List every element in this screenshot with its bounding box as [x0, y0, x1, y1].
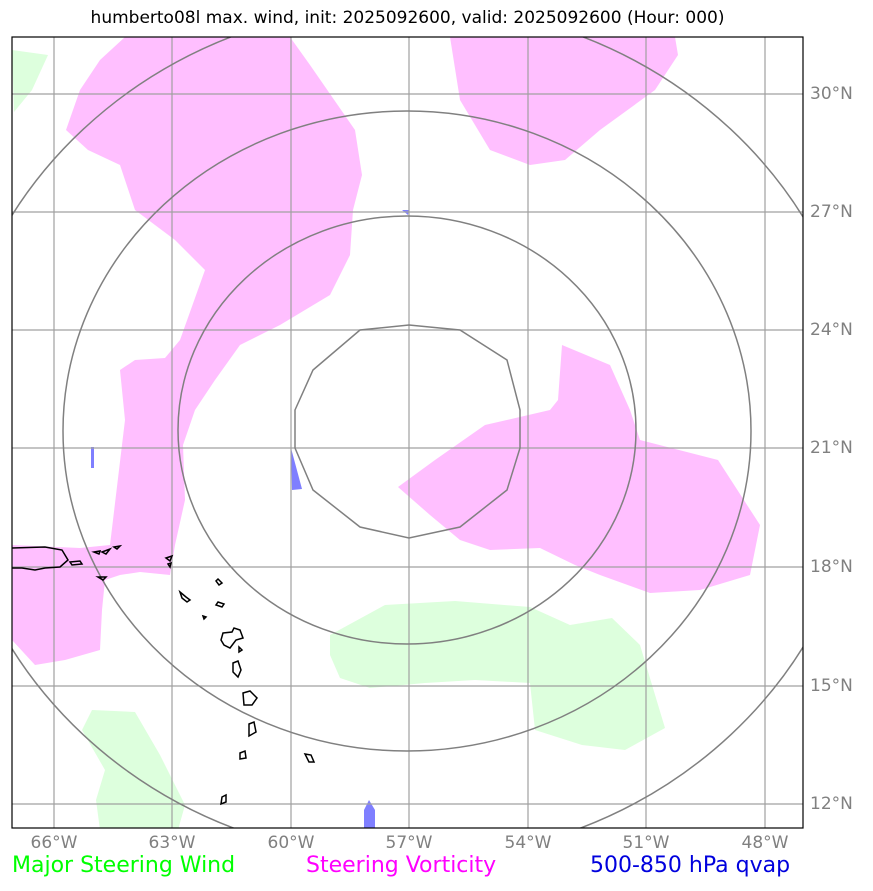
st-lucia-coast: [248, 720, 257, 738]
island-coast: [214, 601, 226, 608]
lon-label: 57°W: [385, 833, 433, 853]
st-vincent-coast: [239, 749, 247, 760]
island-coast: [201, 614, 208, 621]
map-frame: [11, 36, 804, 829]
dominica-coast: [232, 660, 242, 679]
legend-steering-vorticity: Steering Vorticity: [306, 853, 497, 878]
steering-wind-area: [82, 710, 185, 828]
legend-steering-wind: Major Steering Wind: [12, 853, 236, 878]
qvap-area: [291, 448, 302, 490]
coastlines: [12, 544, 316, 806]
island-coast: [100, 547, 113, 555]
lat-label: 24°N: [810, 320, 853, 340]
island-coast: [95, 576, 108, 581]
grenada-coast: [220, 793, 227, 806]
legend-qvap: 500-850 hPa qvap: [590, 853, 791, 878]
gridlines: [12, 37, 803, 828]
island-coast: [238, 645, 244, 654]
steering-vorticity-fields: [12, 37, 760, 665]
lat-label: 27°N: [810, 202, 853, 222]
steering-vorticity-area: [450, 37, 678, 165]
lat-label: 12°N: [810, 794, 853, 814]
puerto-rico-coast: [12, 546, 69, 571]
qvap-area: [364, 800, 375, 828]
qvap-fields: [91, 210, 409, 828]
lat-label: 15°N: [810, 676, 853, 696]
chart-title: humberto08l max. wind, init: 2025092600,…: [90, 8, 725, 28]
steering-wind-area: [12, 50, 48, 112]
barbados-coast: [303, 753, 316, 763]
lat-label: 18°N: [810, 557, 853, 577]
lat-label: 30°N: [810, 84, 853, 104]
island-coast: [215, 577, 224, 587]
range-ring: [177, 215, 637, 645]
island-coast: [91, 550, 102, 555]
lon-label: 48°W: [741, 833, 789, 853]
island-coast: [164, 554, 174, 563]
range-rings: [12, 37, 803, 828]
range-ring: [62, 110, 752, 752]
island-coast: [68, 560, 84, 566]
island-coast: [166, 561, 173, 569]
island-coast: [178, 589, 192, 603]
guadeloupe-coast: [220, 627, 244, 649]
lat-label: 21°N: [810, 438, 853, 458]
island-coast: [112, 544, 123, 550]
steering-wind-area: [330, 601, 665, 750]
qvap-area: [91, 447, 94, 468]
steering-vorticity-area: [12, 37, 362, 665]
steering-wind-fields: [12, 50, 665, 828]
range-ring: [294, 324, 521, 539]
lon-label: 60°W: [267, 833, 315, 853]
lon-label: 51°W: [622, 833, 670, 853]
martinique-coast: [242, 690, 258, 706]
lon-label: 63°W: [148, 833, 196, 853]
lon-label: 54°W: [504, 833, 552, 853]
lon-label: 66°W: [30, 833, 78, 853]
steering-vorticity-area: [398, 345, 760, 593]
